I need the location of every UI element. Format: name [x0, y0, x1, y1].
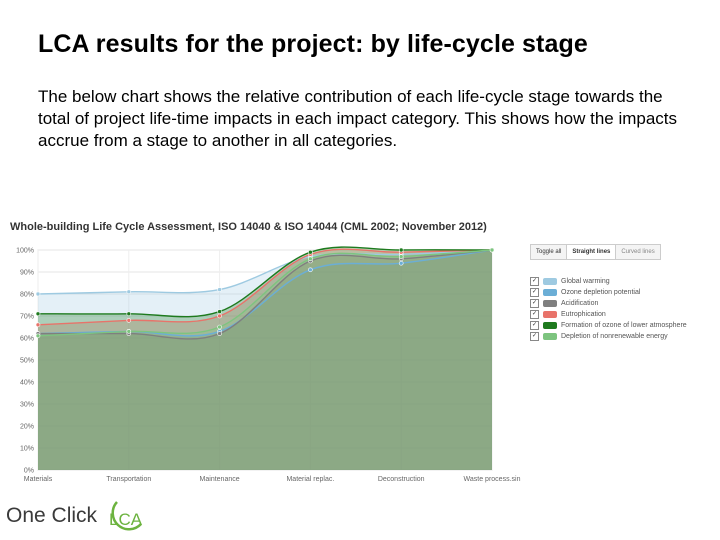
- chart-legend: ✓ Global warming ✓ Ozone depletion potentia…: [530, 276, 687, 342]
- slide-description: The below chart shows the relative contr…: [38, 87, 678, 150]
- y-tick-label: 70%: [20, 314, 34, 321]
- data-point: [217, 309, 222, 314]
- data-point: [308, 267, 313, 273]
- series-area-1: [38, 250, 492, 470]
- data-point: [126, 289, 132, 295]
- data-point: [217, 287, 222, 292]
- data-point: [35, 291, 41, 297]
- legend-item[interactable]: ✓ Depletion of nonrenewable energy: [530, 331, 687, 342]
- legend-label: Eutrophication: [561, 311, 606, 318]
- legend-item[interactable]: ✓ Ozone depletion potential: [530, 287, 687, 298]
- y-tick-label: 10%: [20, 446, 34, 453]
- legend-swatch: [543, 322, 557, 329]
- y-tick-label: 40%: [20, 380, 34, 387]
- x-tick-label: Transportation: [106, 476, 151, 483]
- legend-item[interactable]: ✓ Eutrophication: [530, 309, 687, 320]
- data-point: [217, 331, 222, 336]
- straight-lines-button[interactable]: Straight lines: [567, 245, 617, 259]
- series-line-2: [38, 249, 493, 340]
- data-point: [126, 329, 132, 334]
- data-point: [308, 256, 313, 262]
- data-point: [398, 254, 404, 259]
- x-tick-label: Material replac.: [286, 476, 334, 483]
- legend-swatch: [543, 300, 557, 307]
- data-point: [126, 318, 132, 323]
- legend-item[interactable]: ✓ Global warming: [530, 276, 687, 287]
- y-tick-label: 80%: [20, 292, 34, 299]
- data-point: [217, 324, 222, 330]
- chart-plot: 0% 10% 20% 30% 40% 50% 60% 70% 80% 90% 100% Materia…: [16, 246, 521, 483]
- series-line-0: [37, 249, 493, 295]
- y-tick-label: 50%: [20, 358, 34, 365]
- series-area-0: [38, 250, 492, 470]
- data-point: [126, 311, 132, 317]
- y-tick-label: 30%: [20, 402, 34, 409]
- x-tick-label: Waste process.sin: [464, 476, 521, 483]
- legend-checkbox[interactable]: ✓: [530, 299, 539, 308]
- y-tick-label: 20%: [20, 424, 34, 431]
- logo-lca-text: LCA: [109, 510, 143, 529]
- series-line-4: [37, 246, 493, 318]
- legend-label: Global warming: [561, 278, 610, 285]
- legend-checkbox[interactable]: ✓: [530, 288, 539, 297]
- logo-text: One Click: [6, 504, 98, 527]
- data-point: [217, 313, 222, 319]
- legend-checkbox[interactable]: ✓: [530, 332, 539, 341]
- legend-item[interactable]: ✓ Formation of ozone of lower atmosphere: [530, 320, 687, 331]
- data-point: [489, 247, 495, 253]
- slide-title: LCA results for the project: by life-cyc…: [38, 30, 588, 58]
- legend-swatch: [543, 289, 557, 296]
- series-area-3: [38, 249, 492, 470]
- legend-swatch: [543, 333, 557, 340]
- data-point: [398, 247, 404, 253]
- curved-lines-button[interactable]: Curved lines: [621, 249, 655, 255]
- legend-label: Depletion of nonrenewable energy: [561, 333, 668, 340]
- data-point: [308, 249, 313, 255]
- x-tick-label: Deconstruction: [378, 476, 425, 483]
- data-point: [35, 333, 41, 339]
- series-line-5: [37, 249, 493, 337]
- chart-title: Whole-building Life Cycle Assessment, IS…: [10, 221, 487, 233]
- legend-label: Ozone depletion potential: [561, 289, 641, 296]
- toggle-all-button[interactable]: Toggle all: [531, 245, 568, 259]
- y-tick-label: 0%: [24, 468, 34, 475]
- series-area-4: [38, 247, 492, 470]
- series-area-2: [38, 250, 492, 470]
- legend-label: Formation of ozone of lower atmosphere: [561, 322, 687, 329]
- legend-swatch: [543, 311, 557, 318]
- y-tick-label: 90%: [20, 270, 34, 277]
- data-point: [398, 260, 404, 266]
- y-tick-label: 60%: [20, 336, 34, 343]
- legend-checkbox[interactable]: ✓: [530, 321, 539, 330]
- data-point: [35, 322, 41, 328]
- logo: One Click LCA: [6, 498, 151, 534]
- legend-checkbox[interactable]: ✓: [530, 310, 539, 319]
- legend-label: Acidification: [561, 300, 599, 307]
- data-point: [35, 311, 41, 317]
- series-area-5: [38, 250, 492, 470]
- legend-swatch: [543, 278, 557, 285]
- chart-controls: Toggle all Straight lines Curved lines: [530, 244, 661, 260]
- x-tick-label: Materials: [24, 476, 53, 483]
- series-line-3: [37, 248, 493, 326]
- x-tick-label: Maintenance: [200, 476, 240, 483]
- y-tick-label: 100%: [16, 248, 34, 255]
- legend-item[interactable]: ✓ Acidification: [530, 298, 687, 309]
- logo-lca-mark: LCA: [103, 498, 151, 534]
- legend-checkbox[interactable]: ✓: [530, 277, 539, 286]
